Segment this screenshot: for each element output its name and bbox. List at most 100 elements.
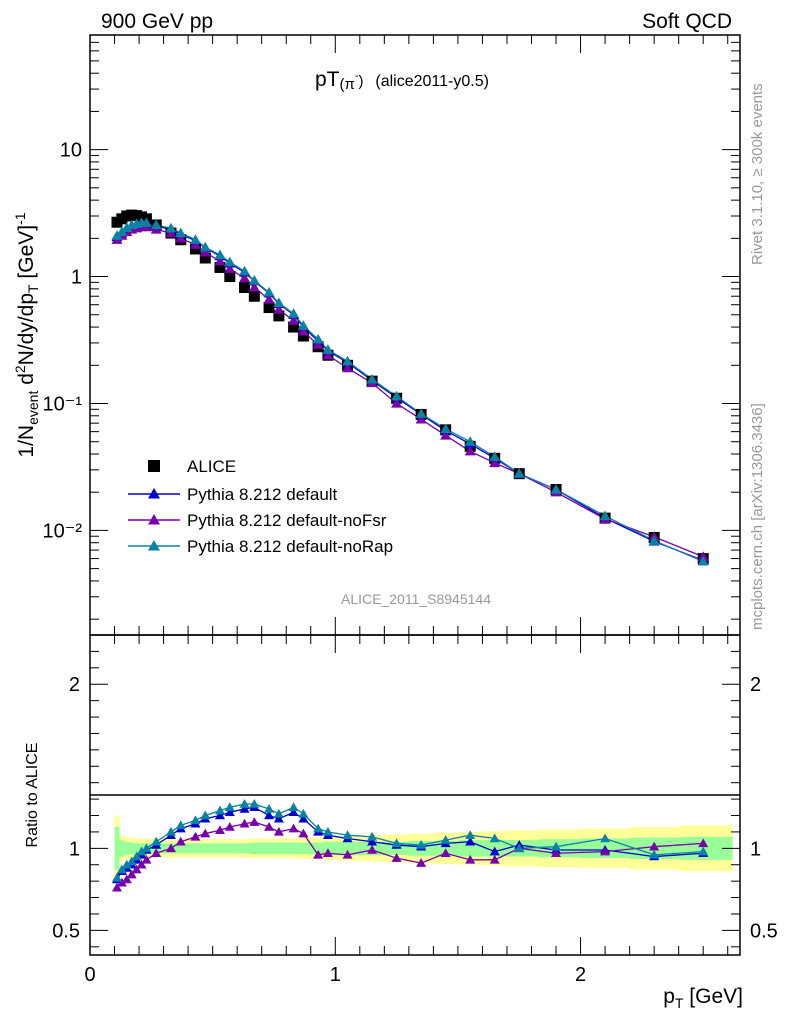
main-mc-point: [312, 339, 324, 349]
ratio-point: [126, 869, 137, 879]
ratio-point: [273, 808, 284, 818]
ratio-y-tick-label: 0.5: [52, 920, 80, 942]
main-mc-point: [391, 397, 403, 408]
ratio-point: [136, 859, 147, 869]
ratio-point: [200, 828, 211, 838]
ratio-point: [175, 836, 186, 846]
main-mc-point: [224, 256, 236, 267]
ratio-point: [489, 854, 500, 864]
ratio-point: [551, 841, 562, 851]
main-mc-point: [273, 304, 285, 314]
main-mc-point: [189, 234, 201, 244]
ratio-point: [391, 838, 402, 848]
main-mc-point: [342, 355, 354, 366]
main-y-tick-label: 10⁻¹: [43, 393, 83, 415]
legend-marker-mc: [148, 540, 160, 551]
ratio-y-tick-label-right: 2: [750, 674, 761, 696]
ratio-point: [215, 825, 225, 835]
ratio-point: [313, 823, 324, 833]
legend-marker-mc: [148, 488, 160, 499]
main-mc-point: [189, 239, 201, 249]
ratio-point: [141, 843, 152, 853]
ratio-point: [440, 835, 451, 844]
ratio-point: [224, 807, 235, 816]
main-mc-point: [697, 555, 709, 566]
ratio-point: [298, 828, 309, 838]
main-y-tick-label: 10⁻²: [43, 520, 83, 542]
ratio-point: [151, 848, 162, 858]
main-mc-point: [214, 255, 226, 266]
main-mc-point: [489, 451, 501, 461]
main-y-tick-label: 1: [71, 267, 82, 289]
main-mc-point: [342, 362, 354, 373]
ratio-point: [131, 851, 142, 861]
main-data-point: [288, 321, 300, 333]
main-mc-point: [513, 468, 525, 478]
main-mc-point: [214, 249, 226, 260]
ratio-point: [249, 799, 260, 808]
ratio-point: [264, 803, 275, 813]
ratio-ylabel: Ratio to ALICE: [24, 743, 41, 848]
ratio-y-tick-label-right: 0.5: [750, 920, 778, 942]
main-mc-point: [297, 320, 309, 330]
legend-label: Pythia 8.212 default-noFsr: [187, 511, 387, 530]
ratio-point: [600, 846, 611, 856]
ratio-ticks: 2 21 10.5 0.50 1 2: [52, 635, 778, 986]
main-mc-point: [322, 349, 334, 360]
ratio-y-tick-label: 2: [69, 674, 80, 696]
legend: ALICE Pythia 8.212 default Pythia 8.212 de…: [128, 457, 393, 556]
main-mc-point: [366, 373, 378, 384]
legend-marker-mc: [148, 514, 160, 525]
plot-title-ref: (alice2011-y0.5): [375, 73, 489, 90]
ratio-plot-panel: 2 21 10.5 0.50 1 2: [52, 634, 778, 986]
main-mc-point: [312, 333, 324, 344]
main-mc-point: [121, 222, 133, 232]
ratio-point: [141, 854, 152, 864]
main-series: [111, 209, 709, 566]
ratio-point: [116, 877, 127, 887]
ratio-point: [391, 853, 402, 862]
main-mc-point: [648, 535, 660, 545]
main-y-tick-label: 10: [60, 140, 82, 162]
main-mc-point: [391, 390, 403, 401]
ratio-point: [200, 810, 211, 820]
main-mc-point: [248, 281, 260, 292]
main-data-point: [263, 302, 275, 314]
ratio-x-tick-label: 2: [575, 964, 586, 986]
plot-title-sup: -: [355, 70, 359, 82]
ratio-point: [367, 831, 378, 841]
ratio-xlabel: pT [GeV]: [663, 985, 743, 1011]
rivet-label: Rivet 3.1.10, ≥ 300k events: [749, 83, 766, 265]
ratio-point: [273, 826, 284, 836]
main-data-point: [189, 243, 201, 255]
legend-label: Pythia 8.212 default: [187, 485, 338, 504]
ratio-point: [239, 818, 250, 828]
main-mc-point: [239, 272, 251, 283]
main-mc-point: [199, 241, 211, 252]
ratio-point: [239, 803, 250, 813]
ratio-point: [215, 810, 225, 820]
plot-title-tail: ): [359, 73, 364, 90]
ratio-point: [698, 838, 709, 848]
ratio-point: [288, 823, 299, 833]
legend-label: Pythia 8.212 default-noRap: [187, 537, 393, 556]
ratio-point: [342, 830, 353, 839]
ratio-point: [465, 854, 476, 864]
main-mc-point: [165, 222, 177, 233]
plot-title-main: pT: [315, 68, 340, 91]
main-mc-point: [273, 297, 285, 308]
ratio-point: [489, 846, 500, 856]
ratio-point: [416, 858, 427, 867]
ratio-point: [131, 864, 142, 874]
main-mc-point: [415, 413, 427, 424]
main-mc-point: [464, 445, 476, 456]
main-mc-point: [248, 275, 260, 285]
ratio-point: [416, 840, 427, 849]
ratio-point: [313, 849, 324, 859]
main-mc-point: [288, 315, 300, 325]
ratio-plot-frame: [89, 634, 741, 956]
legend-marker-data: [148, 460, 160, 472]
ratio-point: [273, 813, 284, 823]
mcplots-label: mcplots.cern.ch [arXiv:1306.3436]: [749, 403, 766, 630]
